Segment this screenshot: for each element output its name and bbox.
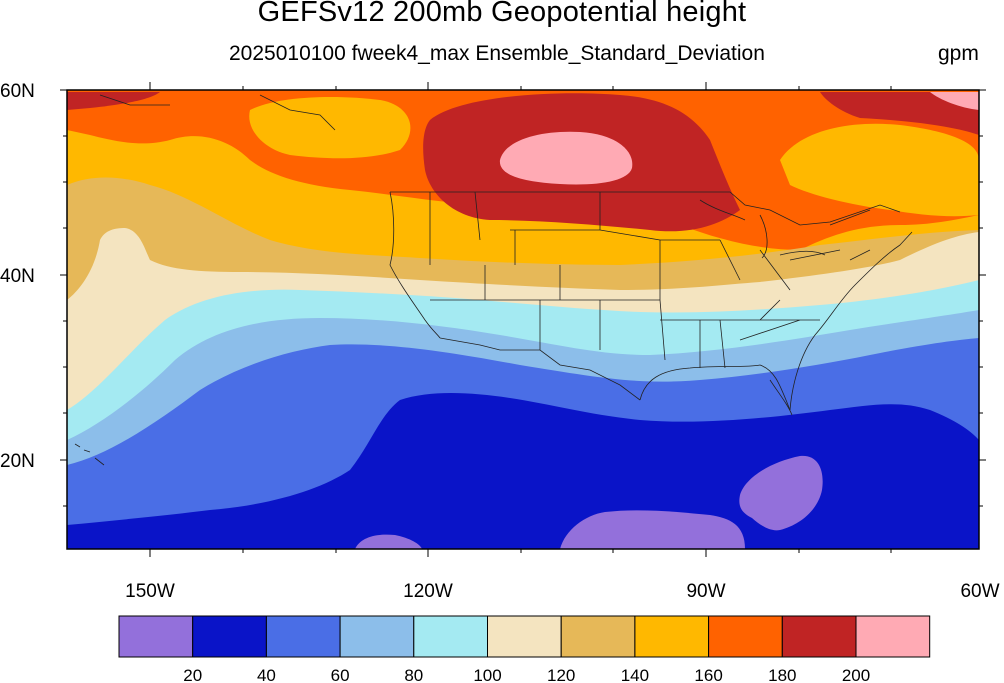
longitude-ticks [149, 82, 892, 557]
colorbar-level-label: 80 [404, 666, 423, 683]
colorbar-swatch [192, 615, 267, 658]
colorbar-level-label: 100 [473, 666, 501, 683]
fill-band-160-180-right [780, 123, 979, 217]
alaska-panhandle [99, 94, 336, 131]
contour-fill-layer [67, 90, 979, 549]
east-coast [789, 231, 913, 411]
colorbar-level-label: 140 [621, 666, 649, 683]
colorbar-swatch [413, 615, 488, 658]
florida [769, 379, 793, 416]
us-canada-border [390, 191, 901, 226]
state-lines-east [719, 209, 871, 291]
fill-band-160-180-patch [249, 97, 411, 159]
lon-label-120w: 120W [403, 581, 453, 602]
units-label: gpm [938, 42, 979, 65]
colorbar-swatch [487, 615, 562, 658]
hawaii [74, 443, 105, 466]
lon-label-90w: 90W [686, 581, 725, 602]
colorbar-swatch [708, 615, 783, 658]
gulf-coast [639, 364, 791, 411]
fill-band-max-corner [930, 92, 979, 110]
lat-label-20n: 20N [0, 451, 35, 472]
colorbar-swatch [118, 615, 194, 658]
colorbar-level-label: 200 [842, 666, 870, 683]
colorbar-swatch [855, 615, 931, 658]
fill-band-20-40-west [355, 534, 422, 549]
fill-band-20-40-east [739, 455, 823, 531]
coastlines-and-boundaries [74, 94, 913, 466]
lon-label-150w: 150W [125, 581, 175, 602]
lat-label-60n: 60N [0, 81, 35, 102]
colorbar-level-label: 40 [257, 666, 276, 683]
fill-band-max [499, 131, 633, 185]
colorbar-level-label: 120 [547, 666, 575, 683]
great-lakes [699, 199, 826, 259]
colorbar-level-label: 20 [183, 666, 202, 683]
lon-label-60w: 60W [960, 581, 999, 602]
colorbar-swatch [339, 615, 415, 658]
state-lines-south [539, 299, 820, 369]
colorbar-level-label: 160 [694, 666, 722, 683]
chart-subtitle: 2025010100 fweek4_max Ensemble_Standard_… [229, 42, 765, 65]
colorbar: 20 40 60 80 100 120 140 160 180 200 [118, 615, 931, 683]
colorbar-level-label: 180 [768, 666, 796, 683]
us-mexico-border [439, 337, 641, 401]
colorbar-swatch [781, 615, 857, 658]
map-frame [66, 89, 980, 550]
colorbar-swatch [634, 615, 710, 658]
latitude-ticks [60, 89, 986, 507]
colorbar-swatch [265, 615, 341, 658]
fill-band-200-plus-topright [820, 92, 979, 135]
chart-title: GEFSv12 200mb Geopotential height [257, 0, 747, 28]
state-lines-north [429, 191, 720, 350]
us-west-coast [389, 191, 441, 339]
lat-label-40n: 40N [0, 266, 35, 287]
colorbar-swatch [560, 615, 636, 658]
fill-band-20-40-center [560, 510, 745, 549]
colorbar-level-label: 60 [331, 666, 350, 683]
fill-band-200-plus-topleft [67, 92, 160, 110]
